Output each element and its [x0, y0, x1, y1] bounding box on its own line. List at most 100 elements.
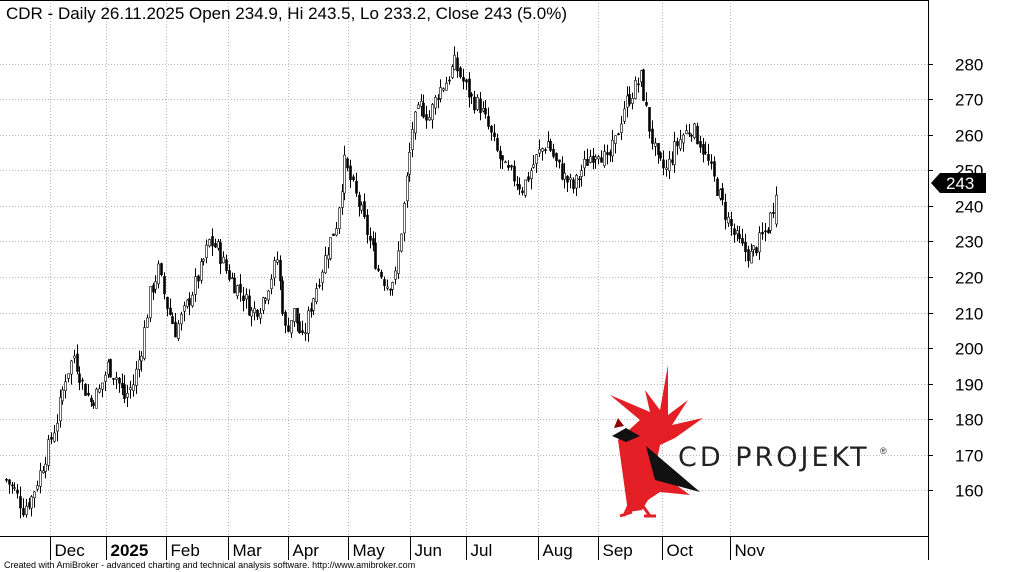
- candle: [583, 150, 586, 177]
- candle: [360, 201, 363, 214]
- candle-body: [188, 298, 191, 306]
- candle: [135, 361, 138, 394]
- candle-body: [166, 296, 169, 309]
- candle-body: [132, 384, 135, 391]
- candle-body: [115, 377, 118, 380]
- month-label: Apr: [293, 541, 320, 560]
- candle: [132, 374, 135, 397]
- candle: [338, 206, 341, 234]
- candle-body: [149, 286, 152, 319]
- candle: [22, 498, 25, 517]
- candle-body: [578, 178, 581, 181]
- last-price-badge-shape: [931, 173, 986, 193]
- candle: [657, 143, 660, 164]
- candle-body: [628, 93, 631, 105]
- candle: [374, 232, 377, 270]
- candle-body: [389, 289, 392, 291]
- candle-body: [544, 149, 547, 151]
- candle: [169, 298, 172, 316]
- candle-body: [360, 204, 363, 211]
- candle: [312, 297, 315, 316]
- candle-body: [217, 241, 220, 249]
- candle-body: [324, 255, 327, 274]
- candle: [403, 201, 406, 242]
- candle-body: [657, 143, 660, 155]
- candle: [645, 92, 648, 107]
- candle: [524, 179, 527, 198]
- candle-body: [688, 132, 691, 135]
- candle-body: [400, 233, 403, 252]
- candle: [634, 76, 637, 100]
- candle: [123, 375, 126, 404]
- candle: [487, 107, 490, 130]
- candle-body: [22, 508, 25, 516]
- candle-body: [183, 305, 186, 312]
- candle: [417, 102, 420, 110]
- candle: [654, 137, 657, 156]
- candle: [39, 462, 42, 494]
- candle: [276, 251, 279, 266]
- candle-body: [30, 496, 33, 509]
- candle: [736, 225, 739, 242]
- candle-body: [504, 161, 507, 164]
- candle-body: [631, 98, 634, 104]
- candle-body: [518, 184, 521, 190]
- candle-body: [561, 163, 564, 180]
- candle: [270, 274, 273, 295]
- candle-body: [476, 97, 479, 110]
- candle-body: [738, 233, 741, 239]
- candle-body: [699, 141, 702, 148]
- candle: [8, 479, 11, 494]
- candle-body: [462, 76, 465, 82]
- candle: [126, 384, 129, 408]
- candle-body: [205, 244, 208, 258]
- candle: [118, 376, 121, 393]
- candle-body: [617, 133, 620, 136]
- y-tick-label: 240: [955, 198, 983, 217]
- candle-body: [312, 298, 315, 311]
- candle-body: [36, 485, 39, 490]
- candle: [623, 100, 626, 125]
- candle: [30, 495, 33, 517]
- candle-body: [468, 78, 471, 98]
- candle: [115, 371, 118, 390]
- candle: [245, 288, 248, 309]
- candle-body: [527, 176, 530, 181]
- candle: [64, 374, 67, 399]
- candle-body: [259, 313, 262, 319]
- candle: [194, 268, 197, 302]
- candle-body: [211, 236, 214, 247]
- candle: [138, 350, 141, 378]
- candle: [544, 147, 547, 154]
- candle-body: [109, 359, 112, 378]
- candle: [696, 122, 699, 145]
- candle: [673, 131, 676, 173]
- candle: [70, 359, 73, 385]
- candle: [448, 76, 451, 85]
- candle: [721, 183, 724, 206]
- candle-body: [744, 241, 747, 252]
- candle-body: [501, 155, 504, 161]
- candle: [535, 154, 538, 173]
- candle-body: [597, 156, 600, 160]
- candle: [391, 281, 394, 296]
- candle: [704, 141, 707, 156]
- candle: [575, 173, 578, 197]
- candle-body: [70, 360, 73, 375]
- candle: [380, 269, 383, 279]
- candle: [219, 238, 222, 275]
- candle: [496, 133, 499, 153]
- candle-body: [448, 79, 451, 82]
- candle-body: [73, 355, 76, 359]
- candle: [16, 484, 19, 499]
- candle: [109, 358, 112, 378]
- candle-body: [219, 242, 222, 264]
- candle-body: [417, 104, 420, 109]
- candle: [200, 258, 203, 284]
- candle-body: [53, 432, 56, 442]
- candle-body: [174, 321, 177, 338]
- candle: [78, 366, 81, 391]
- month-label: Sep: [603, 541, 633, 560]
- candle-body: [724, 201, 727, 220]
